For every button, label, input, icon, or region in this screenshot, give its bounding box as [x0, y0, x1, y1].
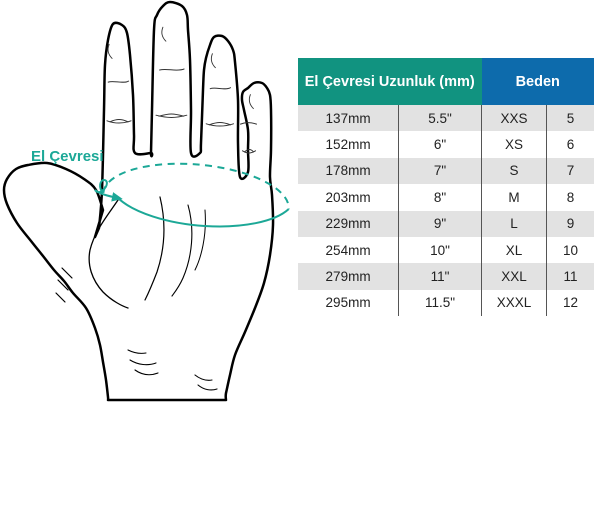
svg-text:El Çevresi: El Çevresi	[31, 148, 104, 165]
